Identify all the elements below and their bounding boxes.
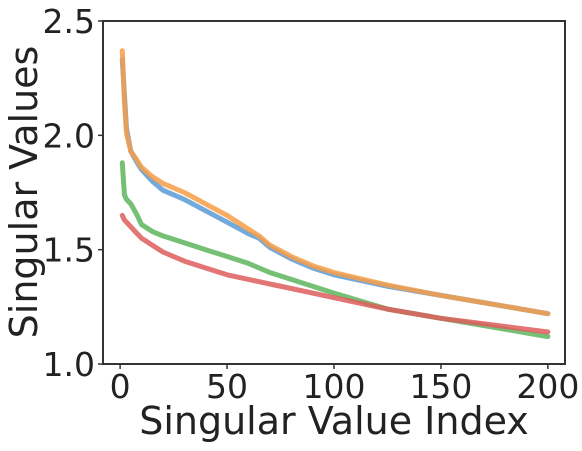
x-tick-label: 150 [409,367,472,406]
series-line-4 [119,212,551,335]
x-axis-label: Singular Value Index [139,399,529,443]
ticks-layer: 0 50 100 150 200 1.0 1.5 2.0 2.5 [43,2,580,406]
x-tick-label: 100 [303,367,366,406]
series-layer [119,48,551,340]
y-tick-label: 2.0 [43,116,95,155]
series-line-1 [119,57,551,317]
y-tick-label: 1.5 [43,231,95,270]
y-tick-label: 2.5 [43,2,95,41]
x-tick-label: 0 [110,367,131,406]
series-line-2 [119,48,551,317]
x-tick-label: 200 [516,367,579,406]
y-tick-label: 1.0 [43,345,95,384]
y-axis-label: Singular Values [2,46,46,339]
series-line-3 [119,160,551,340]
x-tick-label: 50 [206,367,248,406]
